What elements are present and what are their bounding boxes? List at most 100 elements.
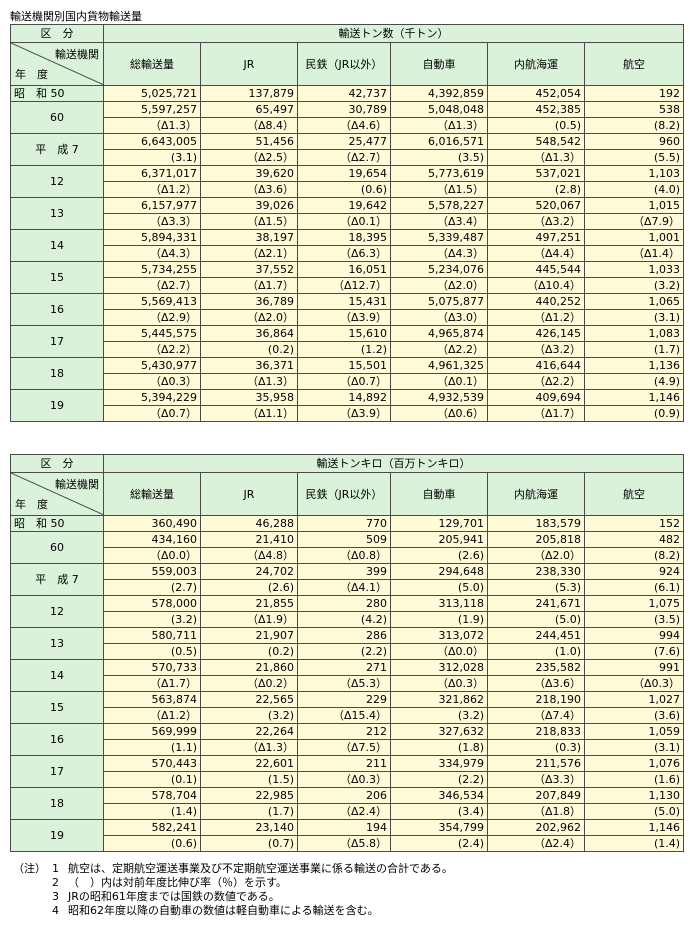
value-cell: 434,160: [103, 531, 201, 548]
change-rate-cell: (3.2): [390, 707, 488, 724]
change-rate-cell: (1.1): [103, 739, 201, 756]
table-row: 14 5,894,331 38,197 18,395 5,339,487 497,251 1…: [10, 229, 684, 262]
value-cell: 5,430,977: [103, 357, 201, 374]
change-rate-cell: （Δ0.2）: [200, 675, 298, 692]
value-cell: 6,371,017: [103, 165, 201, 182]
change-rate-cell: （Δ2.7）: [297, 149, 391, 166]
value-cell: 1,059: [583, 723, 685, 740]
value-cell: 238,330: [487, 563, 585, 580]
value-cell: 346,534: [390, 787, 488, 804]
change-rate-cell: (1.5): [200, 771, 298, 788]
value-cell: 183,579: [487, 515, 585, 532]
change-rate-cell: (1.9): [390, 611, 488, 628]
change-rate-cell: （Δ2.2）: [390, 341, 488, 358]
value-cell: 5,394,229: [103, 389, 201, 406]
value-cell: 22,601: [200, 755, 298, 772]
year-label: 19: [10, 819, 104, 852]
year-label: 60: [10, 531, 104, 564]
value-cell: 212: [297, 723, 391, 740]
year-label: 15: [10, 261, 104, 294]
change-rate-cell: (0.2): [200, 643, 298, 660]
nendo-label: 年 度: [15, 498, 48, 511]
change-rate-cell: （Δ1.4）: [584, 245, 684, 262]
table-row-change: （Δ1.2） （Δ3.6） (0.6) （Δ1.5） (2.8) (4.0): [11, 181, 684, 198]
value-cell: 538: [584, 101, 684, 118]
change-rate-cell: (0.2): [200, 341, 298, 358]
change-rate-cell: （Δ2.9）: [103, 309, 201, 326]
footnote-prefix: （注）: [13, 862, 46, 875]
change-rate-cell: (1.7): [584, 341, 684, 358]
value-cell: 5,569,413: [103, 293, 201, 310]
change-rate-cell: （Δ3.9）: [297, 405, 391, 422]
table-row-change: (1.4) (1.7) （Δ2.4） (3.4) （Δ1.8） (5.0): [11, 803, 685, 820]
column-header: 自動車: [390, 472, 488, 516]
column-header: 航空: [583, 472, 685, 516]
change-rate-cell: （Δ0.3）: [297, 771, 391, 788]
value-cell: 578,704: [103, 787, 201, 804]
value-cell: 194: [297, 819, 391, 836]
change-rate-cell: (5.3): [487, 579, 585, 596]
value-cell: 770: [297, 515, 391, 532]
value-cell: 5,048,048: [390, 101, 488, 118]
value-cell: 4,965,874: [390, 325, 488, 342]
change-rate-cell: (1.6): [583, 771, 685, 788]
change-rate-cell: （Δ12.7）: [297, 277, 391, 294]
table-row-change: (1.1) （Δ1.3） （Δ7.5） (1.8) (0.3) (3.1): [11, 739, 685, 756]
table-row-change: (3.1) （Δ2.5） （Δ2.7） (3.5) （Δ1.3） (5.5): [11, 149, 684, 166]
table-row: 平 成 7 559,003 24,702 399 294,648 238,330 924: [10, 563, 685, 596]
value-cell: 1,027: [583, 691, 685, 708]
value-cell: 24,702: [200, 563, 298, 580]
value-cell: 51,456: [200, 133, 298, 150]
value-cell: 19,642: [297, 197, 391, 214]
value-cell: 1,065: [584, 293, 684, 310]
column-header: 内航海運: [487, 42, 585, 86]
change-rate-cell: (3.5): [583, 611, 685, 628]
change-rate-cell: (3.2): [103, 611, 201, 628]
change-rate-cell: (8.2): [584, 117, 684, 134]
change-rate-cell: (3.1): [584, 309, 684, 326]
year-label: 昭 和 50: [10, 515, 104, 532]
value-cell: 30,789: [297, 101, 391, 118]
footnote-prefix: [10, 890, 52, 904]
table-row: 17 5,445,575 36,864 15,610 4,965,874 426,145 1…: [10, 325, 684, 358]
table-row: 16 569,999 22,264 212 327,632 218,833 1,059: [10, 723, 685, 756]
change-rate-cell: （Δ2.2）: [487, 373, 585, 390]
diagonal-divider: [11, 473, 103, 515]
table-row-change: （Δ2.2） (0.2) (1.2) （Δ2.2） （Δ3.2） (1.7): [11, 341, 684, 358]
value-cell: 152: [583, 515, 685, 532]
value-cell: 280: [297, 595, 391, 612]
value-cell: 35,958: [200, 389, 298, 406]
change-rate-cell: （Δ5.8）: [297, 835, 391, 852]
table-row: 17 570,443 22,601 211 334,979 211,576 1,076: [10, 755, 685, 788]
value-cell: 334,979: [390, 755, 488, 772]
value-cell: 38,197: [200, 229, 298, 246]
change-rate-cell: （Δ2.4）: [487, 835, 585, 852]
value-cell: 15,610: [297, 325, 391, 342]
value-cell: 440,252: [487, 293, 585, 310]
table-row: 13 580,711 21,907 286 313,072 244,451 994: [10, 627, 685, 660]
table-row: 14 570,733 21,860 271 312,028 235,582 991: [10, 659, 685, 692]
table-row-change: (0.6) (0.7) （Δ5.8） (2.4) （Δ2.4） (1.4): [11, 835, 685, 852]
footnote-text: （ ）内は対前年度比伸び率（％）を示す。: [68, 876, 287, 889]
footnote-item: （注） 1 航空は、定期航空運送事業及び不定期航空運送事業に係る輸送の合計である。: [10, 862, 453, 876]
value-cell: 570,733: [103, 659, 201, 676]
value-cell: 241,671: [487, 595, 585, 612]
change-rate-cell: （Δ1.7）: [200, 277, 298, 294]
change-rate-cell: (2.4): [390, 835, 488, 852]
change-rate-cell: (2.2): [297, 643, 391, 660]
footnote-number: 4: [52, 904, 59, 917]
value-cell: 1,033: [584, 261, 684, 278]
value-cell: 1,075: [583, 595, 685, 612]
footnote-item: 2 （ ）内は対前年度比伸び率（％）を示す。: [10, 876, 453, 890]
year-label: 13: [10, 197, 104, 230]
group-header: 輸送トンキロ（百万トンキロ）: [102, 454, 685, 473]
footnote-text: 昭和62年度以降の自動車の数値は軽自動車による輸送を含む。: [68, 904, 379, 917]
year-label: 平 成 7: [10, 563, 104, 596]
value-cell: 22,264: [200, 723, 298, 740]
year-label: 16: [10, 723, 104, 756]
corner-cell: 輸送機関年 度: [10, 42, 104, 86]
value-cell: 18,395: [297, 229, 391, 246]
change-rate-cell: （Δ1.1）: [200, 405, 298, 422]
change-rate-cell: （Δ0.0）: [103, 547, 201, 564]
change-rate-cell: （Δ1.5）: [200, 213, 298, 230]
